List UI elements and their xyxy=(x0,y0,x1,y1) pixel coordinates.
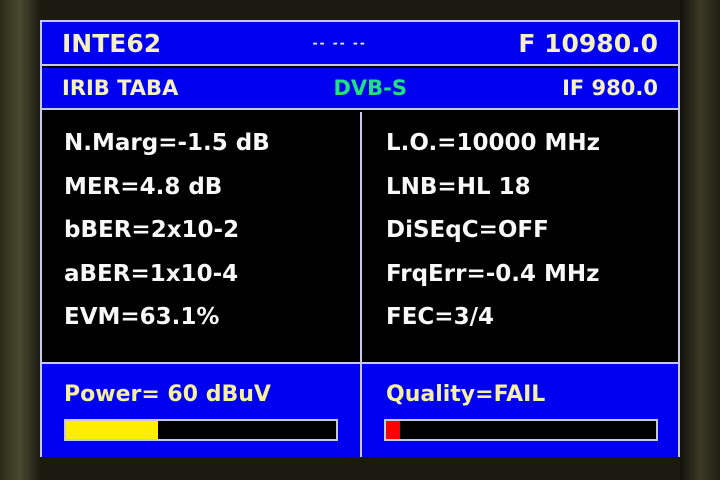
meter-screen: INTE62 -- -- -- F 10980.0 IRIB TABA DVB-… xyxy=(40,20,680,457)
column-divider xyxy=(360,112,362,457)
quality-label: Quality=FAIL xyxy=(386,382,546,407)
param-nmarg: N.Marg=-1.5 dB xyxy=(64,130,270,156)
channel-name: IRIB TABA xyxy=(62,76,179,100)
if-frequency: IF 980.0 xyxy=(562,76,658,100)
power-bar xyxy=(64,419,338,441)
left-params: N.Marg=-1.5 dB MER=4.8 dB bBER=2x10-2 aB… xyxy=(64,114,270,360)
right-params: L.O.=10000 MHz LNB=HL 18 DiSEqC=OFF FrqE… xyxy=(386,114,600,360)
param-aber: aBER=1x10-4 xyxy=(64,260,239,287)
satellite-name: INTE62 xyxy=(62,28,162,58)
frequency: F 10980.0 xyxy=(518,28,658,58)
standard: DVB-S xyxy=(333,76,407,100)
background-left xyxy=(0,0,40,480)
param-mer: MER=4.8 dB xyxy=(64,173,223,200)
background-right xyxy=(680,0,720,480)
param-lnb: LNB=HL 18 xyxy=(386,173,531,200)
param-frqerr: FrqErr=-0.4 MHz xyxy=(386,260,600,287)
quality-bar-fill xyxy=(386,421,400,439)
param-bber: bBER=2x10-2 xyxy=(64,217,240,243)
subheader-row: IRIB TABA DVB-S IF 980.0 xyxy=(42,68,678,110)
indicator: -- -- -- xyxy=(312,36,367,50)
param-fec: FEC=3/4 xyxy=(386,304,494,330)
param-lo: L.O.=10000 MHz xyxy=(386,130,600,156)
param-evm: EVM=63.1% xyxy=(64,304,220,330)
param-diseqc: DiSEqC=OFF xyxy=(386,217,549,243)
header-row: INTE62 -- -- -- F 10980.0 xyxy=(42,22,678,66)
power-label: Power= 60 dBuV xyxy=(64,382,271,407)
quality-bar xyxy=(384,419,658,441)
power-bar-fill xyxy=(66,421,158,439)
